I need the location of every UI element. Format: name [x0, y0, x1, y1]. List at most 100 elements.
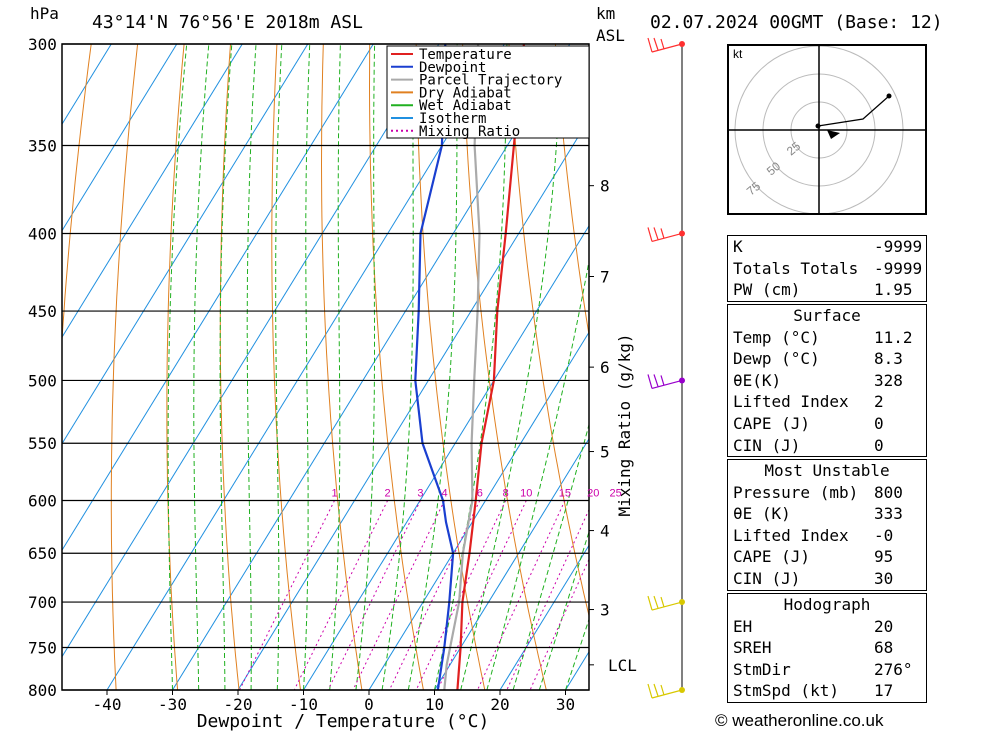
pressure-tick-label: 800	[28, 681, 57, 700]
mixing-ratio-label: 10	[520, 488, 532, 500]
hodograph: kt 25 50 75	[727, 44, 927, 215]
mixing-ratio-label: 1	[331, 488, 337, 500]
isotherm-line	[62, 44, 374, 552]
height-tick-label: 8	[600, 177, 610, 196]
hodograph-point-surface	[815, 123, 821, 129]
most-unstable-row: CIN (J) 30	[733, 568, 894, 588]
legend-entry: Parcel Trajectory	[419, 73, 562, 89]
km-label: km	[596, 4, 616, 23]
isotherm-line	[434, 437, 589, 690]
isotherm-line	[237, 118, 589, 690]
x-axis-label: Dewpoint / Temperature (°C)	[197, 711, 490, 732]
wet-adiabat-line	[193, 44, 210, 690]
wet-adiabat-line	[275, 44, 283, 690]
temperature-line	[456, 44, 525, 690]
most-unstable-title: Most Unstable	[764, 461, 890, 480]
index-row-pw: PW (cm) 1.95	[733, 280, 913, 300]
mixing-ratio-label: 6	[477, 488, 483, 500]
height-tick-label: 6	[600, 358, 610, 377]
mixing-ratio-line	[327, 500, 421, 690]
hodograph-params-title: Hodograph	[783, 595, 871, 614]
hodograph-param-row: EH 20	[733, 616, 894, 636]
surface-row: CIN (J) 0	[733, 435, 884, 455]
index-row-totals: Totals Totals -9999	[733, 258, 923, 278]
wet-adiabat-line	[246, 44, 257, 690]
height-tick-label: 4	[600, 522, 610, 541]
mixing-ratio-line	[352, 500, 445, 690]
mixing-ratio-label: 20	[587, 488, 599, 500]
hodograph-ring-label-50: 50	[764, 159, 783, 179]
hodograph-param-row: StmSpd (kt) 17	[733, 681, 894, 701]
wet-adiabat-line	[303, 44, 311, 690]
hodograph-plot: kt 25 50 75	[729, 45, 925, 215]
height-tick-label: 3	[600, 601, 610, 620]
surface-row: CAPE (J) 0	[733, 413, 884, 433]
legend-entry: Dry Adiabat	[419, 85, 512, 101]
isotherm-line	[303, 224, 589, 690]
lcl-label: LCL	[608, 656, 637, 675]
surface-row: θE(K) 328	[733, 370, 903, 390]
mixing-ratio-label: 4	[441, 488, 447, 500]
dewpoint-line	[414, 44, 455, 690]
dry-adiabat-line	[166, 44, 185, 690]
isotherm-line	[62, 44, 178, 232]
most-unstable-row: θE (K) 333	[733, 504, 903, 524]
mixing-ratio-label: 8	[503, 488, 509, 500]
wet-adiabat-line	[434, 44, 508, 690]
surface-row: Temp (°C) 11.2	[733, 327, 913, 347]
hodograph-point-top	[886, 93, 892, 99]
legend-entry: Temperature	[419, 47, 512, 63]
pressure-tick-label: 300	[28, 35, 57, 54]
mixing-ratio-line	[239, 500, 335, 690]
pressure-tick-label: 400	[28, 224, 57, 243]
temperature-tick-label: -40	[93, 695, 122, 714]
pressure-tick-label: 350	[28, 137, 57, 156]
hodograph-trace	[817, 95, 890, 127]
hodograph-param-row: StmDir 276°	[733, 659, 913, 679]
temperature-tick-label: 10	[425, 695, 444, 714]
hodograph-ring-label-25: 25	[784, 139, 803, 159]
pressure-tick-label: 550	[28, 434, 57, 453]
legend-entry: Wet Adiabat	[419, 98, 512, 114]
dry-adiabat-line	[110, 44, 139, 690]
location-title: 43°14'N 76°56'E 2018m ASL	[92, 12, 363, 33]
temperature-tick-label: 20	[490, 695, 509, 714]
surface-row: Lifted Index 2	[733, 392, 884, 412]
datetime-title: 02.07.2024 00GMT (Base: 12)	[650, 12, 943, 33]
wet-adiabat-line	[486, 258, 589, 690]
legend-entry: Isotherm	[419, 111, 486, 127]
isotherm-line	[499, 544, 589, 690]
asl-label: ASL	[596, 26, 625, 45]
isotherm-line	[62, 44, 440, 658]
temperature-tick-label: 0	[364, 695, 374, 714]
hodograph-unit: kt	[733, 47, 743, 61]
isotherm-line	[106, 44, 505, 690]
dry-adiabat-line	[320, 44, 363, 690]
wind-barb	[647, 227, 683, 243]
dry-adiabat-line	[62, 44, 92, 348]
mixing-ratio-axis-label: Mixing Ratio (g/kg)	[615, 333, 634, 516]
wet-adiabat-line	[355, 44, 376, 690]
surface-panel: Surface Temp (°C) 11.2 Dewp (°C) 8.3 θE(K)…	[727, 304, 927, 458]
copyright-link[interactable]: © weatheronline.co.uk	[715, 711, 884, 730]
wind-barb	[647, 374, 683, 390]
wet-adiabat-line	[167, 44, 188, 690]
pressure-tick-label: 600	[28, 492, 57, 511]
storm-motion-marker	[827, 130, 840, 139]
legend-box	[386, 45, 590, 139]
pressure-tick-label: 450	[28, 302, 57, 321]
mixing-ratio-label: 25	[610, 488, 622, 500]
temperature-tick-label: -30	[158, 695, 187, 714]
height-tick-label: 7	[600, 267, 610, 286]
wet-adiabat-line	[381, 44, 414, 690]
mixing-ratio-label: 3	[417, 488, 423, 500]
most-unstable-row: Pressure (mb) 800	[733, 482, 903, 502]
indices-panel: K -9999 Totals Totals -9999 PW (cm) 1.95	[727, 235, 927, 302]
pressure-tick-label: 500	[28, 371, 57, 390]
pressure-unit-label: hPa	[30, 4, 59, 23]
most-unstable-row: CAPE (J) 95	[733, 547, 894, 567]
mixing-ratio-line	[477, 500, 566, 690]
pressure-tick-label: 750	[28, 638, 57, 657]
isotherm-line	[172, 44, 571, 690]
